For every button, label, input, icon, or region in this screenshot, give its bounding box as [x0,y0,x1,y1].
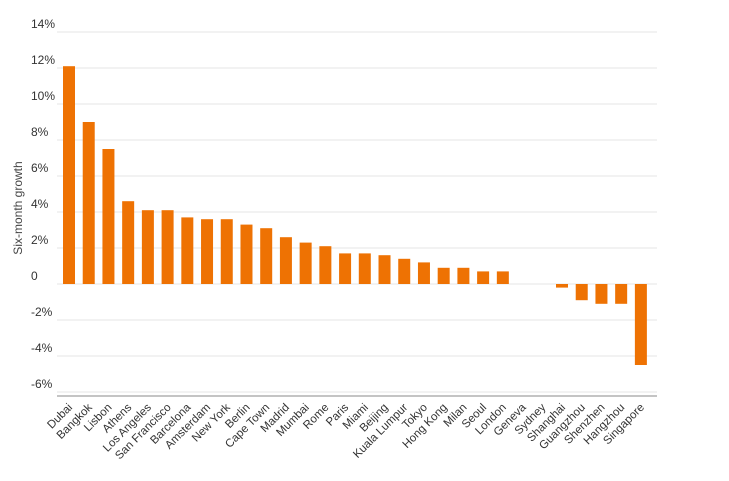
bar-paris [339,253,351,284]
bar-barcelona [181,217,193,284]
bar-rome [319,246,331,284]
bar-hong-kong [438,268,450,284]
y-tick-label: 0 [31,269,38,283]
bar-kuala-lumpur [398,259,410,284]
y-tick-label: 6% [31,161,49,175]
y-tick-label: 12% [31,53,55,67]
bar-mumbai [300,243,312,284]
bar-athens [122,201,134,284]
y-tick-label: -2% [31,305,53,319]
y-tick-label: 8% [31,125,49,139]
bar-london [497,271,509,284]
y-tick-label: -6% [31,377,53,391]
bar-beijing [379,255,391,284]
bar-new-york [221,219,233,284]
bar-shanghai [556,284,568,288]
bar-miami [359,253,371,284]
y-tick-label: 4% [31,197,49,211]
bar-san-francisco [162,210,174,284]
y-tick-label: 14% [31,17,55,31]
bar-singapore [635,284,647,365]
bar-seoul [477,271,489,284]
bar-cape-town [260,228,272,284]
bar-lisbon [102,149,114,284]
bar-tokyo [418,262,430,284]
y-tick-label: 10% [31,89,55,103]
bar-berlin [240,225,252,284]
bar-shenzhen [595,284,607,304]
y-tick-label: 2% [31,233,49,247]
bar-madrid [280,237,292,284]
bar-hangzhou [615,284,627,304]
y-axis-ticks: 14% 12% 10% 8% 6% 4% 2% 0 -2% -4% -6% [31,17,55,391]
y-tick-label: -4% [31,341,53,355]
bar-guangzhou [576,284,588,300]
bar-milan [457,268,469,284]
bar-dubai [63,66,75,284]
y-axis-title: Six-month growth [11,161,25,254]
bar-los-angeles [142,210,154,284]
bar-amsterdam [201,219,213,284]
bar-bangkok [83,122,95,284]
